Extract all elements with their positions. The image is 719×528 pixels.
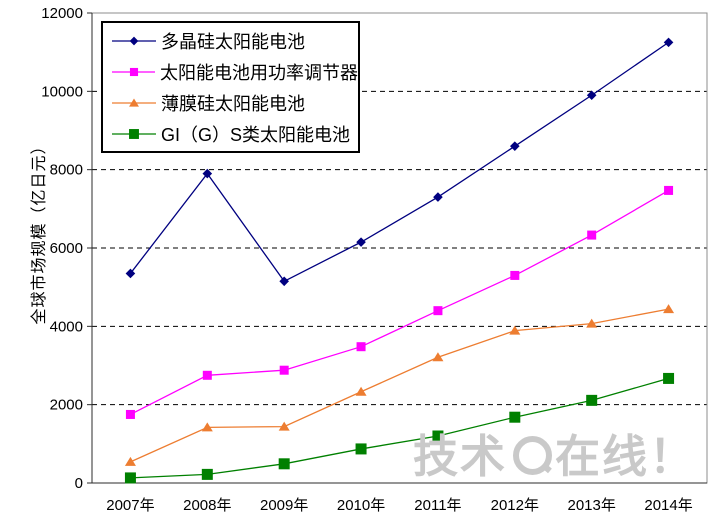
marker-square-icon xyxy=(664,185,674,195)
marker-triangle-icon xyxy=(124,456,136,466)
series-1 xyxy=(125,185,674,419)
x-tick-label: 2012年 xyxy=(491,497,539,514)
series-line xyxy=(130,308,669,463)
x-tick-label: 2007年 xyxy=(106,497,154,514)
legend-item: GI（G）S类太阳能电池 xyxy=(112,121,358,147)
legend-item: 太阳能电池用功率调节器 xyxy=(112,59,358,85)
marker-square-icon xyxy=(125,409,135,419)
marker-diamond-icon xyxy=(125,268,136,279)
legend: 多晶硅太阳能电池太阳能电池用功率调节器 薄膜硅太阳能电池 GI（G）S类太阳能电池 xyxy=(101,21,360,153)
y-tick-label: 2000 xyxy=(50,397,83,414)
marker-square-large-icon xyxy=(663,372,675,384)
legend-square-large-icon xyxy=(112,128,156,139)
marker-square-icon xyxy=(202,370,212,380)
x-tick-label: 2014年 xyxy=(644,497,692,514)
marker-triangle-icon xyxy=(129,98,139,107)
legend-label: 薄膜硅太阳能电池 xyxy=(161,93,305,114)
y-tick-label: 8000 xyxy=(50,162,83,179)
series-line xyxy=(130,189,669,416)
y-tick-label: 4000 xyxy=(50,318,83,335)
marker-diamond-icon xyxy=(129,36,139,45)
marker-square-large-icon xyxy=(129,128,139,139)
y-axis-title: 全球市场规模（亿日元） xyxy=(31,137,48,325)
x-tick-label: 2010年 xyxy=(337,497,385,514)
marker-square-large-icon xyxy=(432,430,444,442)
watermark-text-right: 在线！ xyxy=(555,431,697,482)
marker-square-icon xyxy=(587,230,597,240)
marker-diamond-icon xyxy=(202,168,213,179)
legend-triangle-icon xyxy=(112,98,156,107)
series-line xyxy=(130,377,669,479)
x-tick-label: 2008年 xyxy=(183,497,231,514)
marker-square-large-icon xyxy=(586,394,598,406)
y-tick-label: 6000 xyxy=(50,240,83,257)
marker-square-icon xyxy=(433,306,443,316)
marker-square-icon xyxy=(279,365,289,375)
x-tick-label: 2009年 xyxy=(260,497,308,514)
marker-square-large-icon xyxy=(201,468,213,480)
marker-square-icon xyxy=(510,270,520,280)
y-tick-label: 12000 xyxy=(41,5,83,22)
marker-diamond-icon xyxy=(663,37,674,48)
watermark: 技术 在线！ xyxy=(413,431,697,482)
marker-triangle-icon xyxy=(278,421,290,431)
marker-triangle-icon xyxy=(586,318,598,328)
legend-label: 太阳能电池用功率调节器 xyxy=(160,62,358,83)
series-line xyxy=(129,41,669,283)
marker-diamond-icon xyxy=(510,141,520,151)
marker-square-large-icon xyxy=(509,411,521,423)
legend-item: 薄膜硅太阳能电池 xyxy=(112,90,358,116)
y-tick-label: 10000 xyxy=(41,83,83,100)
marker-triangle-icon xyxy=(201,422,213,432)
legend-label: GI（G）S类太阳能电池 xyxy=(161,124,351,145)
watermark-magnifier-icon xyxy=(513,436,553,475)
marker-square-icon xyxy=(129,67,139,76)
y-tick-label: 0 xyxy=(75,475,83,492)
x-tick-label: 2011年 xyxy=(414,497,461,514)
watermark-text-left: 技术 xyxy=(413,431,508,482)
marker-triangle-icon xyxy=(432,352,444,362)
series-0 xyxy=(125,37,674,287)
series-3 xyxy=(124,372,675,484)
marker-triangle-icon xyxy=(355,386,367,396)
x-tick-label: 2013年 xyxy=(568,497,616,514)
marker-square-large-icon xyxy=(124,472,136,484)
marker-diamond-icon xyxy=(433,192,443,202)
series-2 xyxy=(124,304,675,466)
marker-triangle-icon xyxy=(509,325,521,335)
legend-label: 多晶硅太阳能电池 xyxy=(161,31,305,52)
marker-square-icon xyxy=(356,342,366,352)
marker-square-large-icon xyxy=(278,458,290,470)
marker-diamond-icon xyxy=(279,276,289,287)
marker-triangle-icon xyxy=(663,304,675,314)
marker-square-large-icon xyxy=(355,443,367,455)
legend-square-icon xyxy=(112,67,155,76)
legend-diamond-icon xyxy=(112,36,156,45)
marker-diamond-icon xyxy=(586,90,597,101)
marker-diamond-icon xyxy=(356,237,366,247)
legend-item: 多晶硅太阳能电池 xyxy=(112,28,358,54)
